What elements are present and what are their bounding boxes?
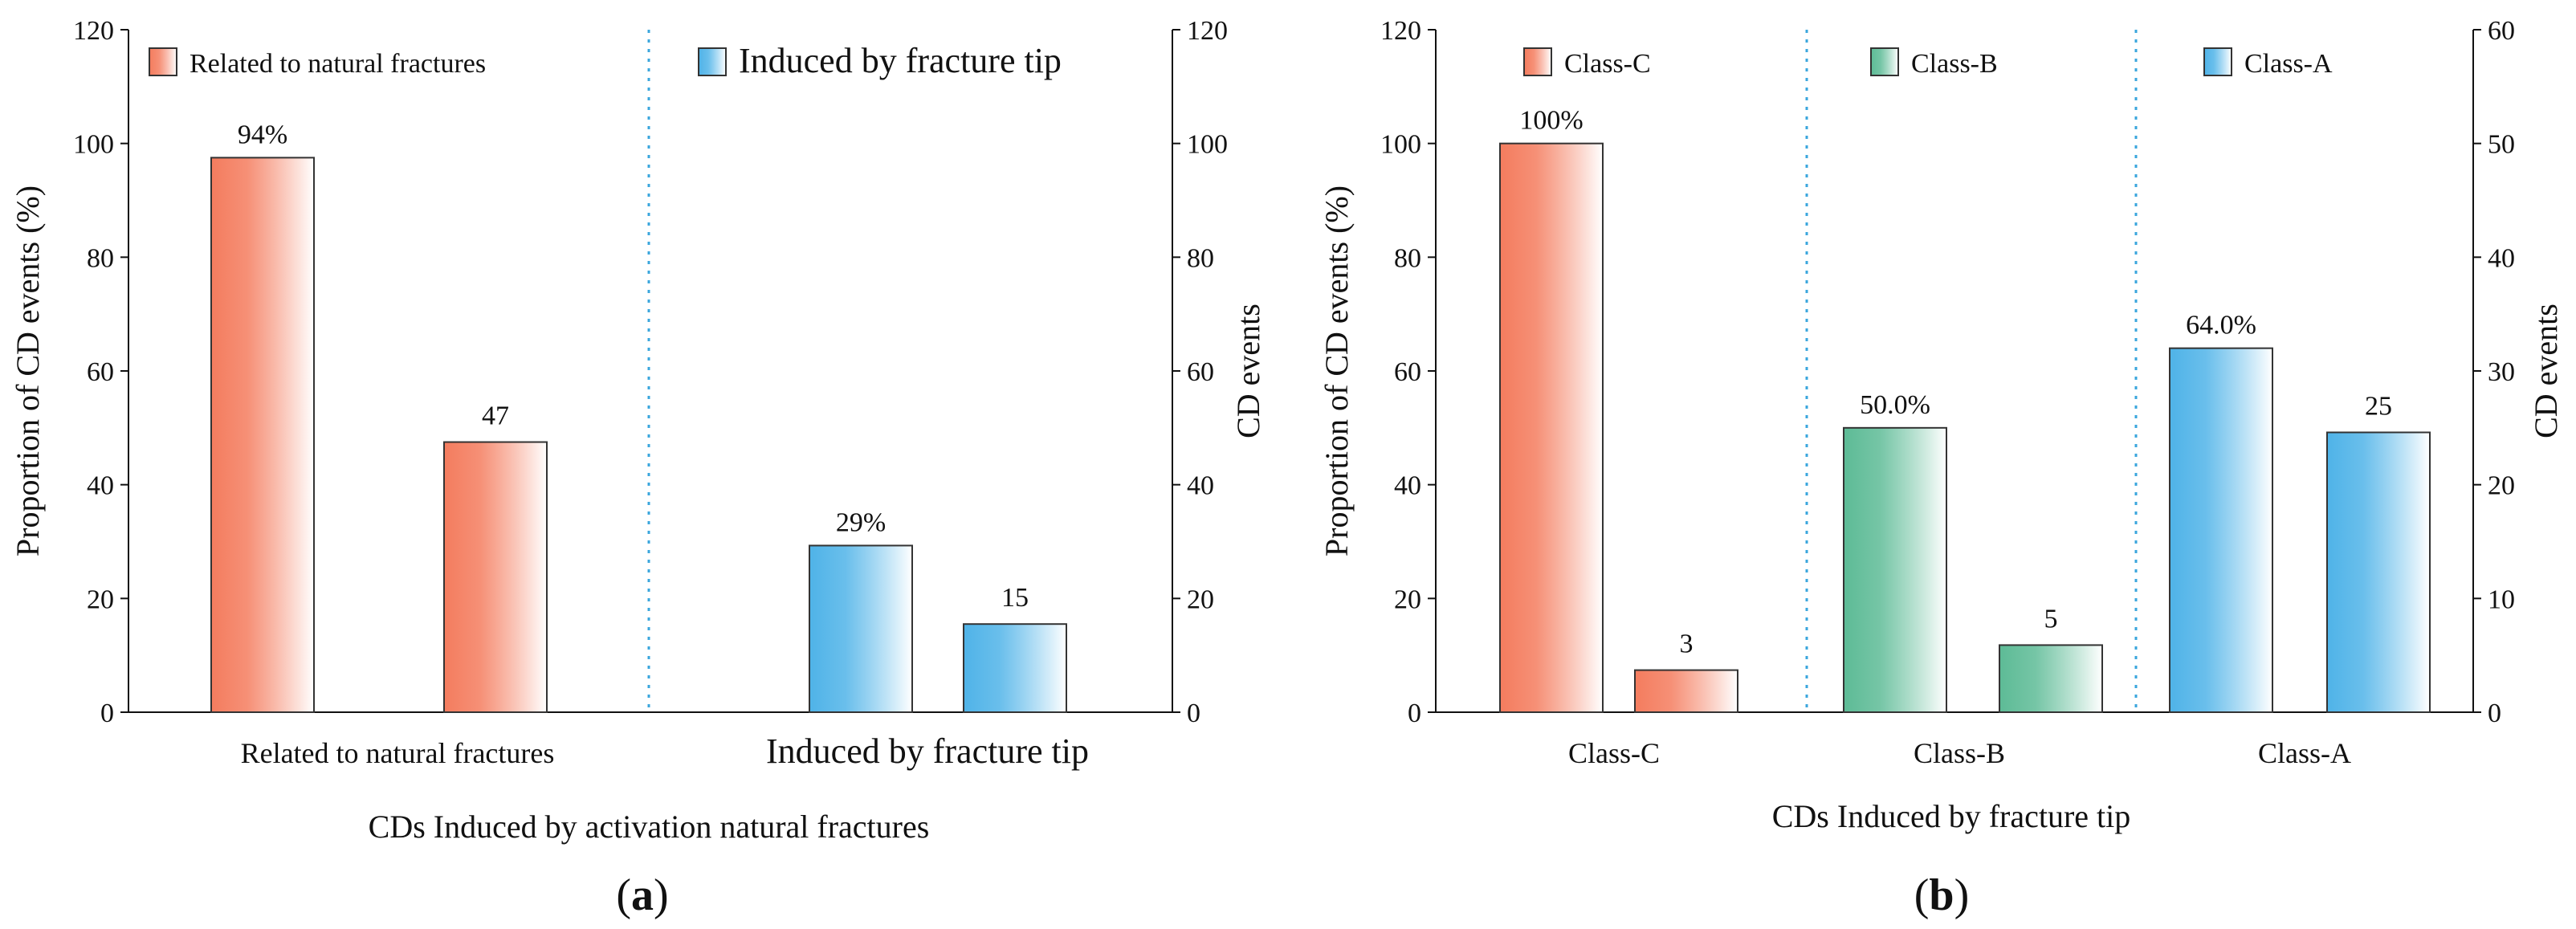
bar-count [1634, 669, 1738, 713]
right-tick-label: 60 [2488, 16, 2515, 46]
right-tick-label: 60 [1187, 357, 1214, 387]
panel-label: (b) [1914, 870, 1969, 920]
data-label-count: 25 [2365, 392, 2392, 422]
right-tick-label: 120 [1187, 16, 1228, 46]
data-label-count: 5 [2044, 604, 2058, 634]
legend-label: Induced by fracture tip [739, 41, 1062, 80]
data-label-proportion: 50.0% [1860, 390, 1930, 420]
legend-label: Class-B [1911, 49, 1998, 79]
left-tick-label: 0 [1408, 699, 1421, 728]
right-tick-label: 20 [1187, 585, 1214, 614]
y-axis-right-title: CD events [2528, 304, 2564, 438]
bar-proportion [1843, 426, 1947, 713]
left-tick-label: 80 [1394, 243, 1421, 273]
legend-swatch [149, 47, 177, 76]
legend-swatch [2203, 47, 2232, 76]
left-tick-label: 120 [1380, 16, 1421, 46]
y-axis-right-title: CD events [1230, 304, 1266, 438]
bar-proportion [2169, 347, 2273, 713]
right-tick-label: 50 [2488, 130, 2515, 160]
category-label: Related to natural fractures [241, 737, 555, 769]
right-tick-label: 80 [1187, 243, 1214, 273]
bar-count [963, 623, 1067, 713]
left-tick-label: 100 [1380, 130, 1421, 160]
y-axis-left-title: Proportion of CD events (%) [10, 185, 46, 556]
data-label-count: 3 [1680, 630, 1694, 659]
left-tick-label: 60 [1394, 357, 1421, 387]
right-tick-label: 20 [2488, 471, 2515, 501]
data-label-proportion: 94% [238, 120, 287, 149]
data-label-count: 15 [1001, 583, 1029, 613]
right-tick-label: 40 [2488, 243, 2515, 273]
y-axis-left-title: Proportion of CD events (%) [1319, 185, 1355, 556]
left-tick-label: 20 [1394, 585, 1421, 614]
legend-label: Class-C [1564, 49, 1651, 79]
left-tick-label: 20 [87, 585, 114, 614]
left-tick-label: 0 [100, 699, 114, 728]
data-label-count: 47 [482, 401, 509, 431]
x-axis-title: CDs Induced by fracture tip [1772, 798, 2131, 834]
left-tick-label: 40 [87, 471, 114, 501]
category-label: Class-C [1568, 737, 1660, 769]
bar-proportion [1499, 142, 1604, 713]
chart-panel-a: 0 20 40 60 80 100 120 0 20 40 60 80 100 120 Proportion… [10, 16, 1266, 920]
legend-swatch [1523, 47, 1552, 76]
legend-label: Related to natural fractures [190, 49, 486, 79]
right-tick-label: 10 [2488, 585, 2515, 614]
x-axis-title: CDs Induced by activation natural fractu… [369, 809, 930, 845]
data-label-proportion: 100% [1519, 106, 1583, 136]
legend-swatch [1870, 47, 1899, 76]
panel-label: (a) [616, 870, 668, 920]
bar-count [2326, 431, 2431, 713]
left-tick-label: 80 [87, 243, 114, 273]
right-tick-label: 100 [1187, 130, 1228, 160]
left-tick-label: 60 [87, 357, 114, 387]
left-tick-label: 120 [73, 16, 114, 46]
data-label-proportion: 29% [836, 507, 886, 537]
chart-panel-b: 0 20 40 60 80 100 120 0 10 20 30 40 50 60 Proportion o… [1319, 16, 2564, 920]
legend-label: Class-A [2244, 49, 2333, 79]
left-tick-label: 40 [1394, 471, 1421, 501]
legend-swatch [698, 47, 727, 76]
right-tick-label: 0 [2488, 699, 2501, 728]
category-label: Induced by fracture tip [766, 731, 1089, 771]
bar-proportion [809, 544, 913, 713]
data-label-proportion: 64.0% [2186, 311, 2256, 340]
right-tick-label: 0 [1187, 699, 1200, 728]
left-tick-label: 100 [73, 130, 114, 160]
right-tick-label: 40 [1187, 471, 1214, 501]
bar-count [443, 441, 548, 714]
bar-proportion [210, 157, 315, 713]
bar-count [1999, 644, 2103, 714]
right-tick-label: 30 [2488, 357, 2515, 387]
category-label: Class-B [1914, 737, 2005, 769]
category-label: Class-A [2258, 737, 2351, 769]
